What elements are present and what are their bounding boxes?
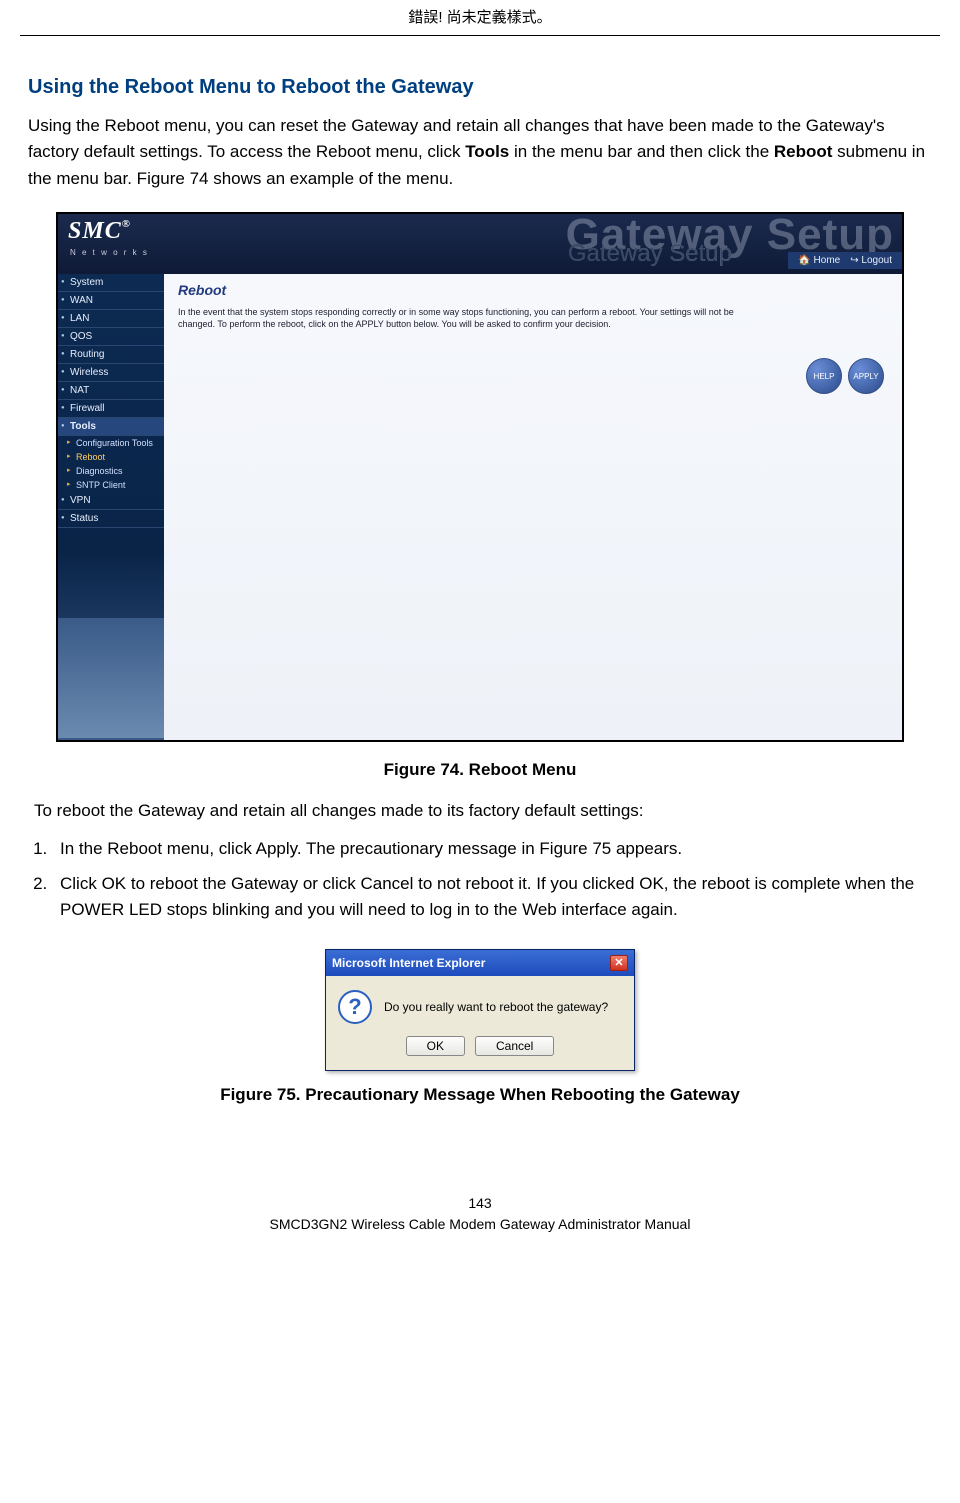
sidebar-sub-sntp[interactable]: SNTP Client	[58, 478, 164, 492]
ok-button[interactable]: OK	[406, 1036, 465, 1056]
smc-logo: SMC®	[68, 218, 131, 245]
bold-power: POWER	[60, 900, 124, 919]
sidebar-item-wireless[interactable]: Wireless	[58, 364, 164, 382]
sidebar-item-nat[interactable]: NAT	[58, 382, 164, 400]
logo-subtext: N e t w o r k s	[70, 248, 149, 257]
bold-reboot: Reboot	[774, 142, 833, 161]
step-text: to reboot the Gateway or click	[126, 874, 360, 893]
panel-title: Reboot	[178, 282, 888, 298]
step-text: In the Reboot menu, click	[60, 839, 256, 858]
sidebar-item-wan[interactable]: WAN	[58, 292, 164, 310]
sidebar-item-system[interactable]: System	[58, 274, 164, 292]
logout-link[interactable]: ↪ Logout	[850, 255, 892, 266]
sidebar-sub-config[interactable]: Configuration Tools	[58, 436, 164, 450]
screenshot-body: System WAN LAN QOS Routing Wireless NAT …	[58, 274, 902, 740]
figure-75: Microsoft Internet Explorer ✕ ? Do you r…	[28, 949, 932, 1071]
step-text: LED stops blinking and you will need to …	[124, 900, 677, 919]
para-text: in the menu bar and then click the	[509, 142, 774, 161]
sidebar-item-status[interactable]: Status	[58, 510, 164, 528]
logo-reg: ®	[122, 218, 131, 230]
step-2: Click OK to reboot the Gateway or click …	[52, 871, 932, 924]
sidebar-item-vpn[interactable]: VPN	[58, 492, 164, 510]
dialog-title: Microsoft Internet Explorer	[332, 956, 485, 970]
apply-button[interactable]: APPLY	[848, 358, 884, 394]
sidebar-sub-reboot[interactable]: Reboot	[58, 450, 164, 464]
steps-list: In the Reboot menu, click Apply. The pre…	[28, 836, 932, 923]
sidebar-item-tools[interactable]: Tools	[58, 418, 164, 436]
bold-ok2: OK	[639, 874, 664, 893]
sidebar-illustration	[58, 618, 164, 738]
page-header: 錯誤! 尚未定義樣式。	[20, 0, 940, 36]
question-icon: ?	[338, 990, 372, 1024]
dialog-titlebar: Microsoft Internet Explorer ✕	[326, 950, 634, 976]
gateway-screenshot: Gateway Setup SMC® N e t w o r k s Gatew…	[56, 212, 904, 742]
logout-label: Logout	[861, 255, 892, 266]
figure-74-caption: Figure 74. Reboot Menu	[28, 760, 932, 780]
step-text: to not reboot it. If you clicked	[413, 874, 639, 893]
page-content: Using the Reboot Menu to Reboot the Gate…	[0, 36, 960, 1143]
page-number: 143	[0, 1193, 960, 1214]
close-icon[interactable]: ✕	[610, 955, 628, 971]
step-1: In the Reboot menu, click Apply. The pre…	[52, 836, 932, 862]
home-label: Home	[814, 255, 841, 266]
ie-dialog: Microsoft Internet Explorer ✕ ? Do you r…	[325, 949, 635, 1071]
sidebar-item-firewall[interactable]: Firewall	[58, 400, 164, 418]
sidebar-item-qos[interactable]: QOS	[58, 328, 164, 346]
cancel-button[interactable]: Cancel	[475, 1036, 554, 1056]
gateway-setup-label: Gateway Setup	[568, 240, 732, 268]
sidebar-sub-diag[interactable]: Diagnostics	[58, 464, 164, 478]
dialog-message: Do you really want to reboot the gateway…	[384, 1000, 608, 1014]
panel-description: In the event that the system stops respo…	[178, 306, 738, 330]
dialog-buttons: OK Cancel	[326, 1036, 634, 1070]
page-footer: 143 SMCD3GN2 Wireless Cable Modem Gatewa…	[0, 1193, 960, 1235]
bold-apply: Apply	[256, 839, 297, 858]
panel-buttons: HELP APPLY	[806, 358, 884, 394]
steps-intro: To reboot the Gateway and retain all cha…	[34, 798, 932, 824]
bold-tools: Tools	[465, 142, 509, 161]
home-logout-bar: 🏠 Home ↪ Logout	[788, 252, 902, 269]
step-text: . The precautionary message in Figure 75…	[297, 839, 682, 858]
sidebar-nav: System WAN LAN QOS Routing Wireless NAT …	[58, 274, 164, 740]
step-text: , the reboot is complete when the	[664, 874, 914, 893]
dialog-body: ? Do you really want to reboot the gatew…	[326, 976, 634, 1036]
bold-ok: OK	[102, 874, 127, 893]
main-panel: Reboot In the event that the system stop…	[164, 274, 902, 740]
step-text: Click	[60, 874, 102, 893]
help-button[interactable]: HELP	[806, 358, 842, 394]
screenshot-header: Gateway Setup SMC® N e t w o r k s Gatew…	[58, 214, 902, 274]
sidebar-item-lan[interactable]: LAN	[58, 310, 164, 328]
figure-75-caption: Figure 75. Precautionary Message When Re…	[28, 1085, 932, 1105]
intro-paragraph: Using the Reboot menu, you can reset the…	[28, 113, 932, 192]
bold-cancel: Cancel	[360, 874, 413, 893]
section-heading: Using the Reboot Menu to Reboot the Gate…	[28, 76, 932, 99]
figure-74: Gateway Setup SMC® N e t w o r k s Gatew…	[56, 212, 904, 742]
home-link[interactable]: 🏠 Home	[798, 255, 840, 266]
manual-title: SMCD3GN2 Wireless Cable Modem Gateway Ad…	[0, 1214, 960, 1235]
sidebar-item-routing[interactable]: Routing	[58, 346, 164, 364]
logo-text: SMC	[68, 218, 122, 244]
